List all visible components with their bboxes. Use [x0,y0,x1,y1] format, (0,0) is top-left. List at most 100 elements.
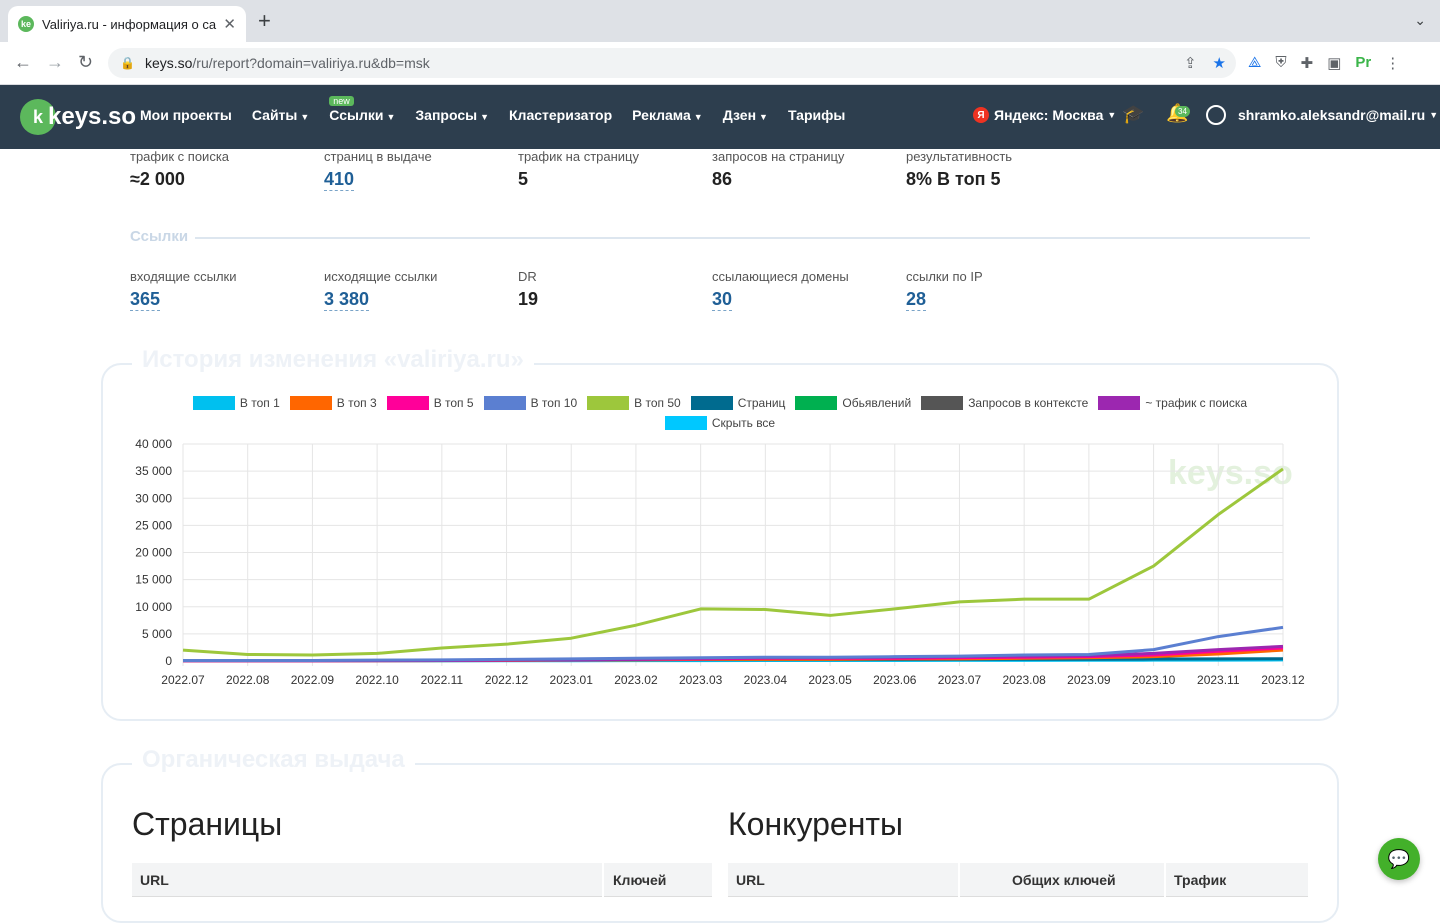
yandex-icon: Я [973,107,989,123]
column-url[interactable]: URL [140,872,169,888]
legend-item[interactable]: В топ 1 [192,396,280,410]
caret-down-icon: ▼ [300,112,310,122]
legend-label: В топ 10 [530,396,578,410]
reload-icon[interactable]: ↻ [78,52,94,72]
share-icon[interactable]: ⇪ [1183,55,1197,72]
browser-menu-icon[interactable]: ⋮ [1385,55,1401,72]
chat-support-icon[interactable]: 💬 [1378,838,1420,880]
region-selector[interactable]: Я Яндекс: Москва ▼ [973,107,1116,123]
x-tick-label: 2022.07 [161,673,205,687]
notifications-count: 34 [1175,106,1190,117]
metric: DR 19 [518,269,712,311]
y-tick-label: 30 000 [135,491,172,505]
y-tick-label: 25 000 [135,518,172,532]
tab-search-icon[interactable]: ⌄ [1414,12,1426,28]
column-common-keys[interactable]: Общих ключей [1012,872,1116,888]
organic-title: Органическая выдача [132,746,415,774]
region-label: Яндекс: Москва [994,107,1104,123]
keys-so-logo[interactable]: k keys.so [20,99,136,135]
legend-label: ~ трафик с поиска [1145,396,1248,410]
legend-swatch [192,396,235,410]
metric-label: DR [518,269,537,284]
extension-icon[interactable]: ⟁ [1248,54,1262,71]
legend-item[interactable]: В топ 3 [289,396,377,410]
metric-link[interactable]: 30 [712,289,733,311]
legend-swatch [289,396,332,410]
x-tick-label: 2023.02 [614,673,658,687]
sidepanel-icon[interactable]: ▣ [1327,55,1342,72]
x-tick-label: 2023.07 [938,673,982,687]
site-favicon-icon: ke [18,16,34,32]
menu-ads[interactable]: Реклама ▼ [632,107,703,123]
legend-label: В топ 3 [336,396,377,410]
browser-tab[interactable]: ke Valiriya.ru - информация о сайте ✕ [8,6,246,42]
y-tick-label: 40 000 [135,437,172,451]
menu-label: Тарифы [787,107,846,123]
menu-label: Кластеризатор [509,107,613,123]
legend-item[interactable]: В топ 10 [483,396,578,410]
x-tick-label: 2022.11 [421,673,464,687]
metric-label: запросов на страницу [712,149,845,164]
caret-down-icon: ▼ [1107,110,1117,120]
site-header: k keys.so Мои проекты Сайты ▼ new Ссылки ▼ … [0,85,1440,149]
bookmark-star-icon[interactable]: ★ [1212,55,1226,72]
legend-item[interactable]: В топ 50 [587,396,681,410]
caret-down-icon: ▼ [386,112,396,122]
legend-item[interactable]: Запросов в контексте [921,396,1088,410]
menu-tariffs[interactable]: Тарифы [788,107,845,123]
column-divider [958,863,960,897]
x-tick-label: 2022.08 [226,673,270,687]
forward-icon[interactable]: → [46,52,64,72]
metric-link[interactable]: 3 380 [324,289,370,311]
legend-item[interactable]: Страниц [690,396,786,410]
history-line-chart: keys.so 0 5 000 10 000 15 000 20 000 25 000 30 … [135,437,1305,687]
x-tick-label: 2023.06 [873,673,917,687]
legend-item[interactable]: ~ трафик с поиска [1098,396,1247,410]
metric-label: ссылки по IP [906,269,983,284]
user-menu[interactable]: shramko.aleksandr@mail.ru ▼ [1206,105,1438,125]
menu-label: Дзен [722,107,757,123]
links-metrics: входящие ссылки 365 исходящие ссылки 3 380… [130,269,1230,311]
column-traffic[interactable]: Трафик [1174,872,1227,888]
logo-icon: k [20,99,56,135]
legend-item[interactable]: В топ 5 [386,396,474,410]
shield-extension-icon[interactable]: ⛨ [1275,54,1287,71]
legend-item[interactable]: Скрыть все [664,416,775,430]
pr-extension-icon[interactable]: Pr [1355,54,1372,71]
legend-label: В топ 50 [634,396,681,410]
traffic-metrics: трафик с поиска ≈2 000 страниц в выдаче 41… [130,149,1230,191]
metric-link[interactable]: 410 [324,169,355,191]
legend-label: Страниц [737,396,786,410]
metric-value: 86 [712,169,733,189]
legend-swatch [1098,396,1141,410]
chart-legend: В топ 1 В топ 3 В топ 5 В топ 10 В топ 50 Стр… [150,396,1290,430]
x-tick-label: 2023.10 [1132,673,1176,687]
menu-queries[interactable]: Запросы ▼ [415,107,489,123]
url-input[interactable]: 🔒 keys.so/ru/report?domain=valiriya.ru&d… [108,48,1236,78]
menu-links[interactable]: new Ссылки ▼ [329,96,396,123]
menu-sites[interactable]: Сайты ▼ [252,107,309,123]
metric-link[interactable]: 365 [130,289,161,311]
menu-clusterizer[interactable]: Кластеризатор [509,107,612,123]
back-icon[interactable]: ← [14,52,32,72]
graduation-cap-icon[interactable]: 🎓 [1122,104,1145,124]
legend-label: В топ 1 [239,396,280,410]
new-tab-icon[interactable]: + [258,8,271,33]
metric-link[interactable]: 28 [906,289,927,311]
legend-item[interactable]: Обьявлений [795,396,911,410]
menu-my-projects[interactable]: Мои проекты [140,107,232,123]
metric-value: 19 [518,289,539,309]
url-domain: keys.so [144,55,193,71]
metric: трафик на страницу 5 [518,149,712,191]
puzzle-extensions-icon[interactable]: ✚ [1300,55,1314,72]
legend-label: Обьявлений [842,396,912,410]
y-tick-label: 0 [165,654,172,668]
column-url[interactable]: URL [736,872,765,888]
close-tab-icon[interactable]: ✕ [223,16,236,33]
column-keys[interactable]: Ключей [613,872,667,888]
legend-swatch [690,396,733,410]
metric: трафик с поиска ≈2 000 [130,149,324,191]
metric-label: страниц в выдаче [324,149,432,164]
menu-dzen[interactable]: Дзен ▼ [723,107,768,123]
legend-swatch [483,396,526,410]
